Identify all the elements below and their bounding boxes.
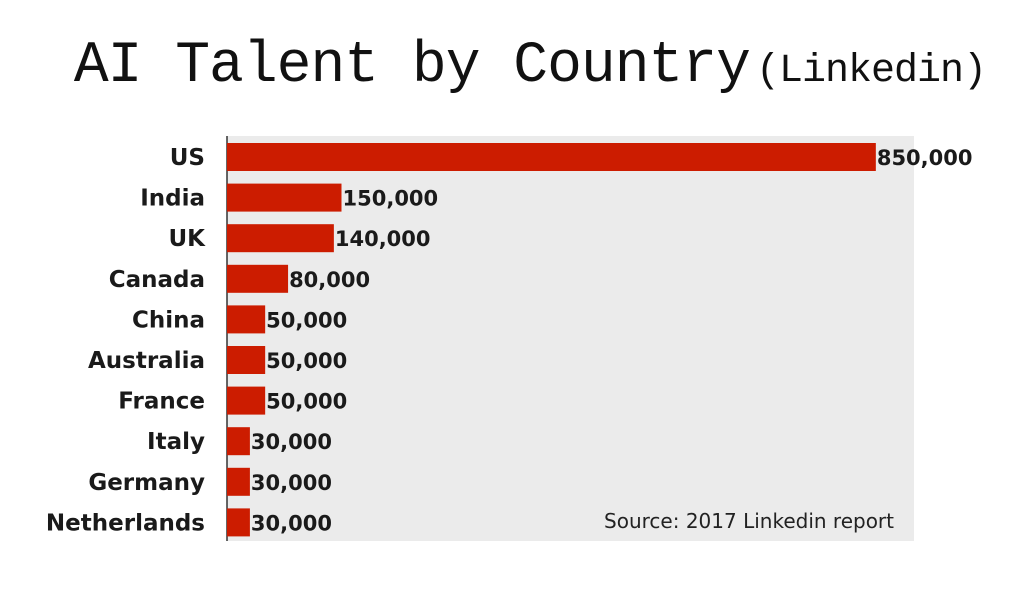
source-annotation: Source: 2017 Linkedin report [604,509,894,533]
chart-title: AI Talent by Country (Linkedin) [74,38,987,96]
data-label-us: 850,000 [877,146,973,170]
category-label-us: US [170,145,205,171]
bar-australia [227,346,266,374]
category-label-uk: UK [169,226,207,252]
data-label-italy: 30,000 [251,430,332,454]
data-label-netherlands: 30,000 [251,511,332,535]
category-label-germany: Germany [88,470,205,496]
category-label-netherlands: Netherlands [46,510,205,536]
bar-france [227,386,266,415]
chart-subtitle: (Linkedin) [755,49,987,94]
data-label-france: 50,000 [266,390,347,414]
bar-netherlands [227,508,250,537]
data-label-germany: 30,000 [251,471,332,495]
category-label-india: India [140,186,205,212]
data-label-india: 150,000 [343,187,439,211]
bars-group [227,143,876,537]
data-label-canada: 80,000 [289,268,370,292]
bar-uk [227,224,334,253]
category-label-china: China [132,307,205,333]
data-label-uk: 140,000 [335,227,431,251]
category-label-canada: Canada [109,267,205,293]
bar-germany [227,467,250,496]
bar-italy [227,427,250,456]
data-label-australia: 50,000 [266,349,347,373]
chart-title-main: AI Talent by Country [73,34,751,99]
bar-canada [227,264,289,293]
category-labels-group: US India UK Canada China Australia France Italy… [46,145,206,536]
category-label-italy: Italy [147,429,205,455]
category-label-australia: Australia [88,348,205,374]
bar-india [227,183,342,212]
data-labels-group: 850,000 150,000 140,000 80,000 50,000 50,000 5… [251,146,973,535]
category-label-france: France [118,389,205,415]
data-label-china: 50,000 [266,308,347,332]
bar-us [227,143,876,171]
bar-china [227,305,266,334]
